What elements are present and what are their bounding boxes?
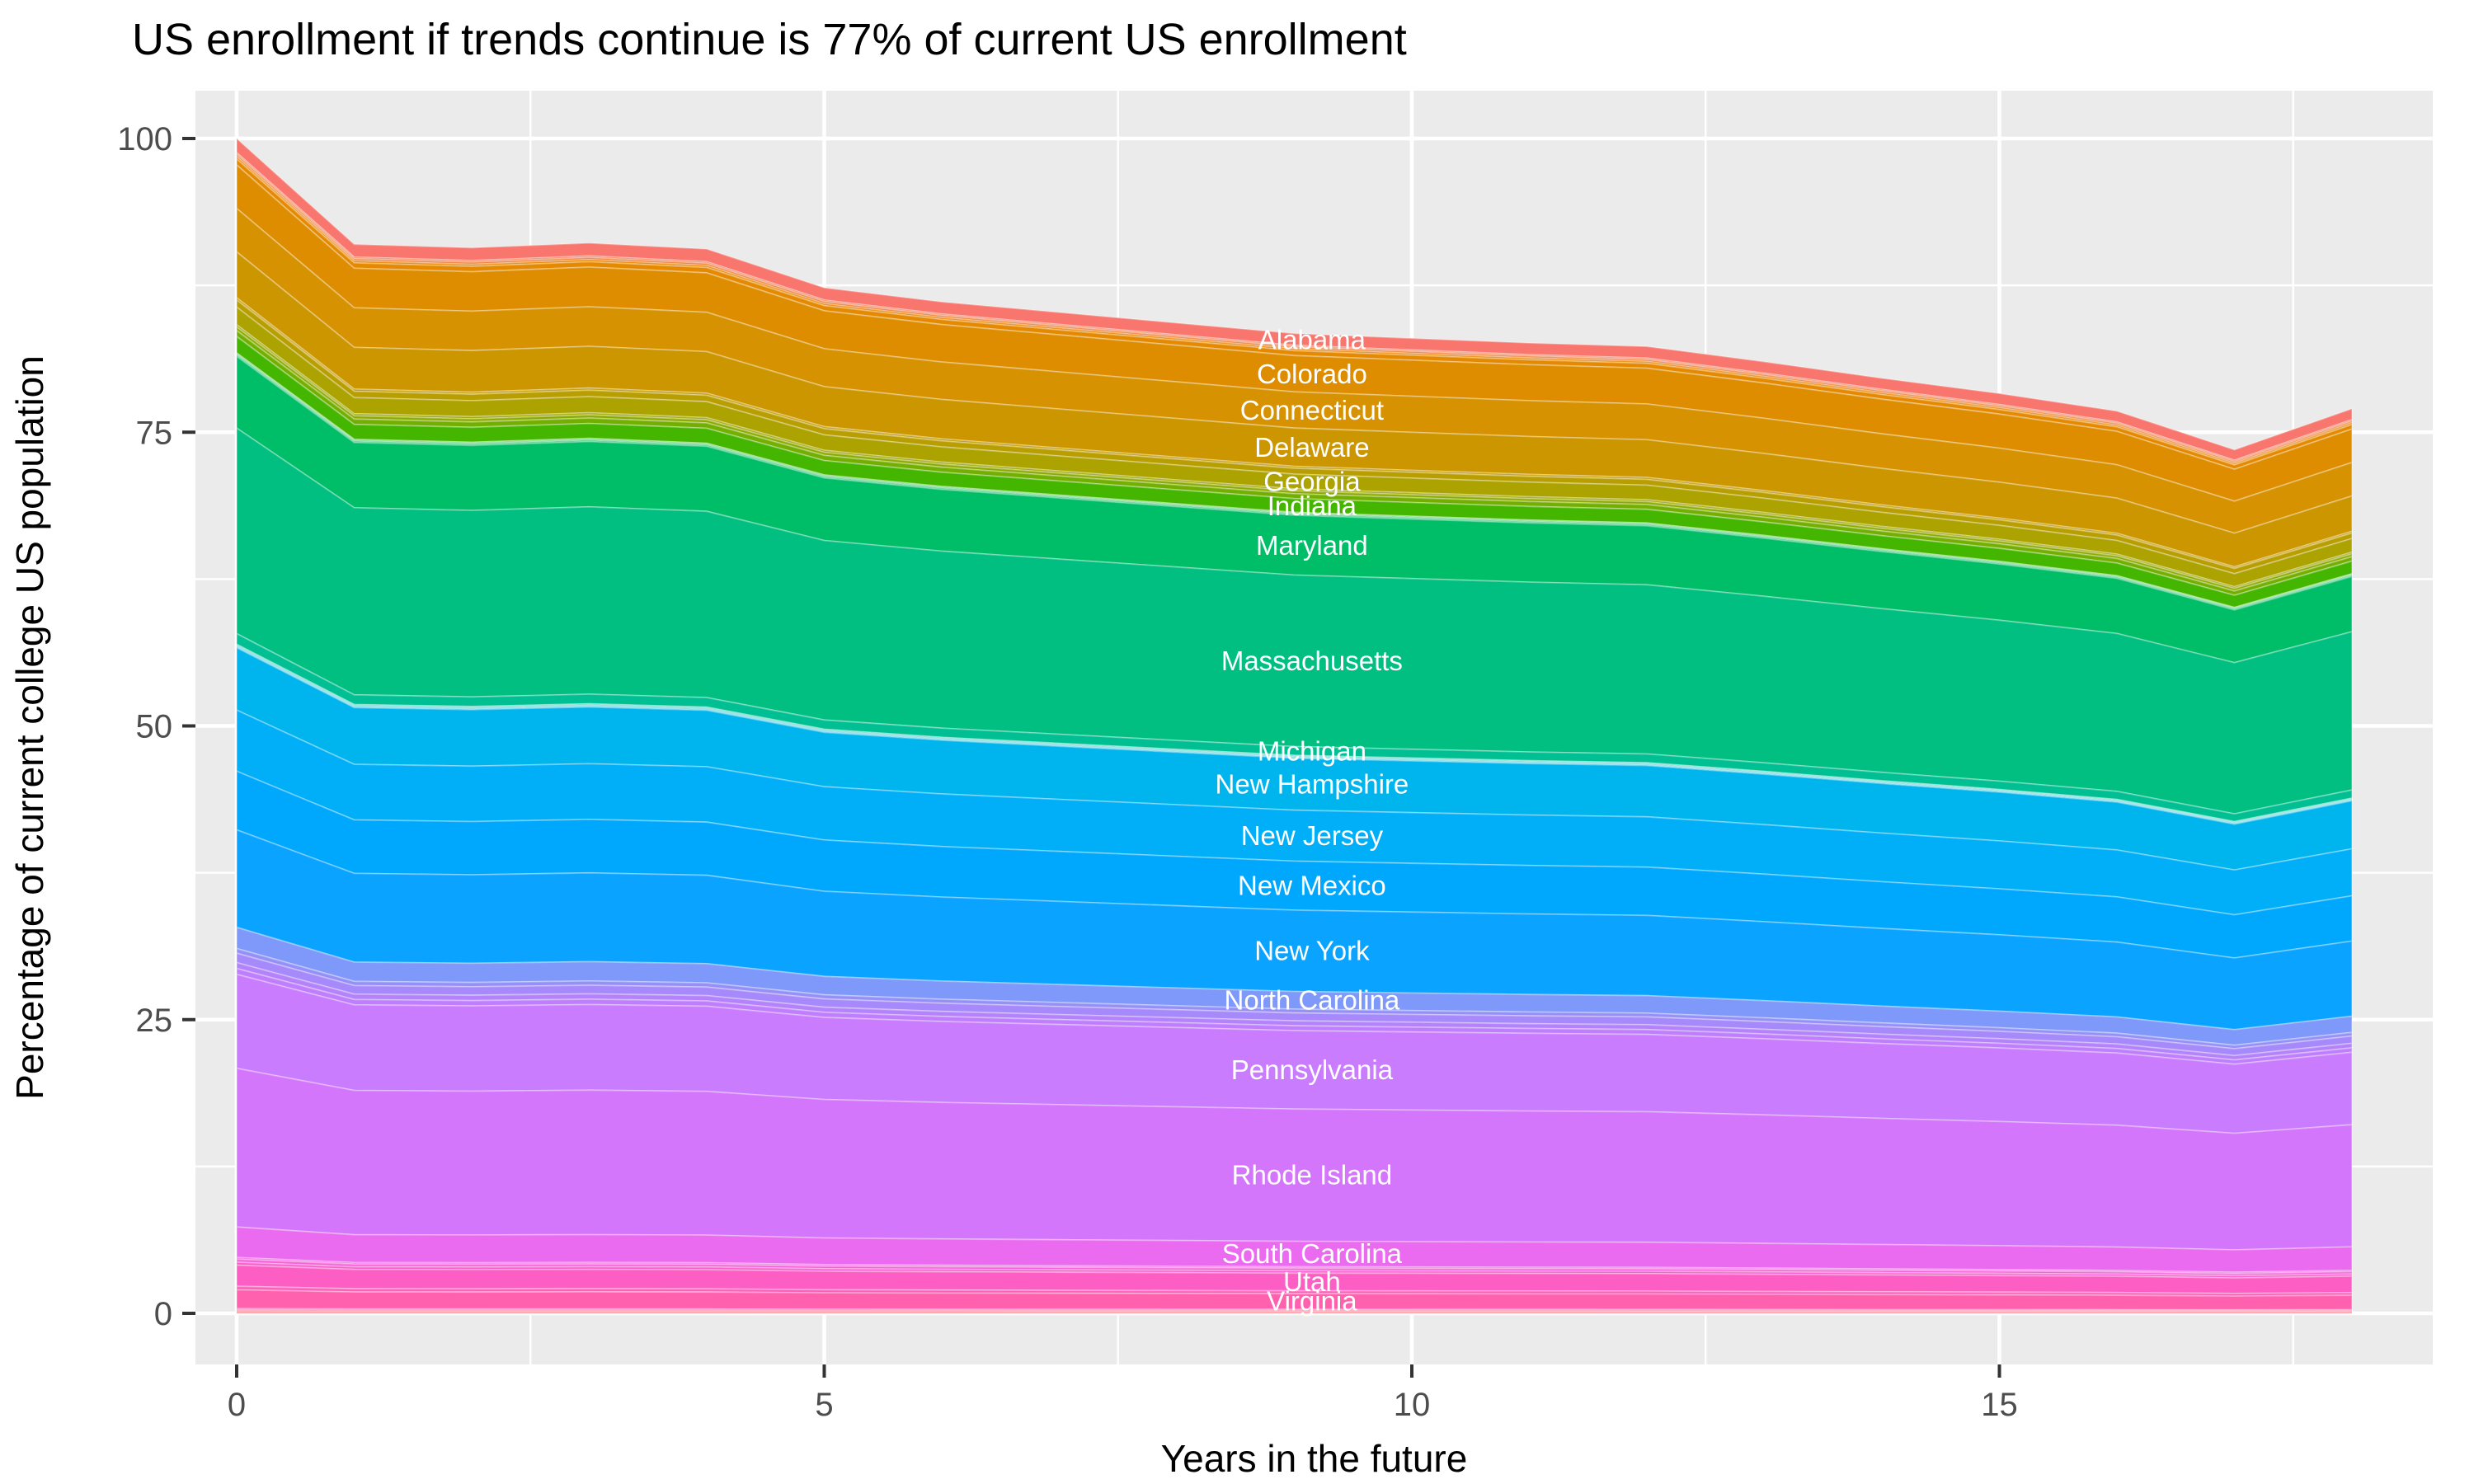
band-label: New York [1254,936,1370,966]
band-labels: Alabama Colorado Connecticut Delaware Georgi… [1216,325,1409,1317]
y-tick-label: 75 [136,415,173,451]
band-label: Colorado [1257,359,1367,389]
band-label: New Jersey [1241,820,1384,851]
band-label: New Hampshire [1216,769,1409,800]
band-label: Utah [1283,1266,1341,1297]
area-bands [236,136,2353,1314]
chart-title: US enrollment if trends continue is 77% … [132,15,1407,64]
band-label: Alabama [1258,325,1366,355]
y-tick-label: 25 [136,1003,173,1039]
tick-labels: 0 25 50 75 100 0 5 10 15 [117,121,2018,1423]
band-label: Pennsylvania [1231,1054,1394,1085]
band-label: North Carolina [1225,985,1400,1016]
band-label: New Mexico [1238,871,1386,901]
band-label: Maryland [1256,530,1368,561]
y-axis-title: Percentage of current college US populat… [8,355,51,1100]
y-tick-label: 100 [117,121,172,157]
x-axis-title: Years in the future [1161,1437,1468,1480]
band-label: Rhode Island [1232,1160,1392,1190]
band-label: Delaware [1254,432,1369,463]
x-tick-label: 15 [1981,1387,2018,1423]
band-label: Massachusetts [1221,646,1403,676]
y-tick-label: 0 [154,1296,172,1332]
x-tick-label: 10 [1394,1387,1431,1423]
band-label: Virginia [1267,1286,1357,1317]
x-tick-label: 0 [228,1387,246,1423]
y-tick-label: 50 [136,709,173,745]
axis-ticks [182,137,2001,1378]
band-label: Georgia [1263,467,1361,497]
band-label: Connecticut [1240,395,1384,425]
band-label: Indiana [1268,491,1357,521]
band-label: South Carolina [1222,1238,1403,1269]
x-tick-label: 5 [815,1387,833,1423]
band-label: Michigan [1258,735,1366,766]
